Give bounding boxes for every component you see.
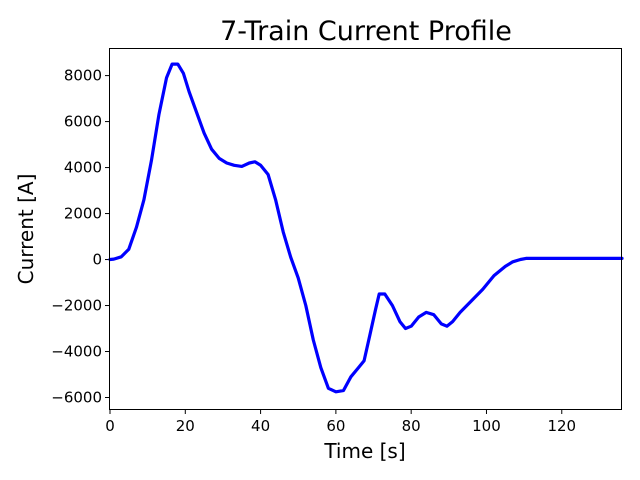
plot-frame — [109, 48, 622, 410]
x-tick-label: 120 — [547, 417, 576, 435]
y-tick-label: 2000 — [64, 205, 102, 223]
chart-title: 7-Train Current Profile — [220, 16, 512, 47]
y-axis: −6000 −4000 −2000 0 2000 4000 6000 8000 — [51, 67, 110, 407]
x-tick-label: 80 — [402, 417, 421, 435]
y-tick-label: −4000 — [51, 343, 102, 361]
x-axis-label: Time [s] — [323, 439, 405, 463]
x-axis: 0 20 40 60 80 100 120 — [105, 409, 576, 435]
y-tick-label: −6000 — [51, 389, 102, 407]
y-tick-label: 8000 — [64, 67, 102, 85]
x-tick-label: 40 — [251, 417, 270, 435]
x-tick-label: 60 — [326, 417, 345, 435]
y-tick-label: 4000 — [64, 159, 102, 177]
series-line — [108, 62, 624, 394]
x-tick-label: 100 — [472, 417, 501, 435]
y-tick-label: 6000 — [64, 113, 102, 131]
x-tick-label: 20 — [176, 417, 195, 435]
x-tick-label: 0 — [105, 417, 115, 435]
y-tick-label: 0 — [92, 251, 102, 269]
y-tick-label: −2000 — [51, 297, 102, 315]
y-axis-label: Current [A] — [14, 174, 38, 285]
